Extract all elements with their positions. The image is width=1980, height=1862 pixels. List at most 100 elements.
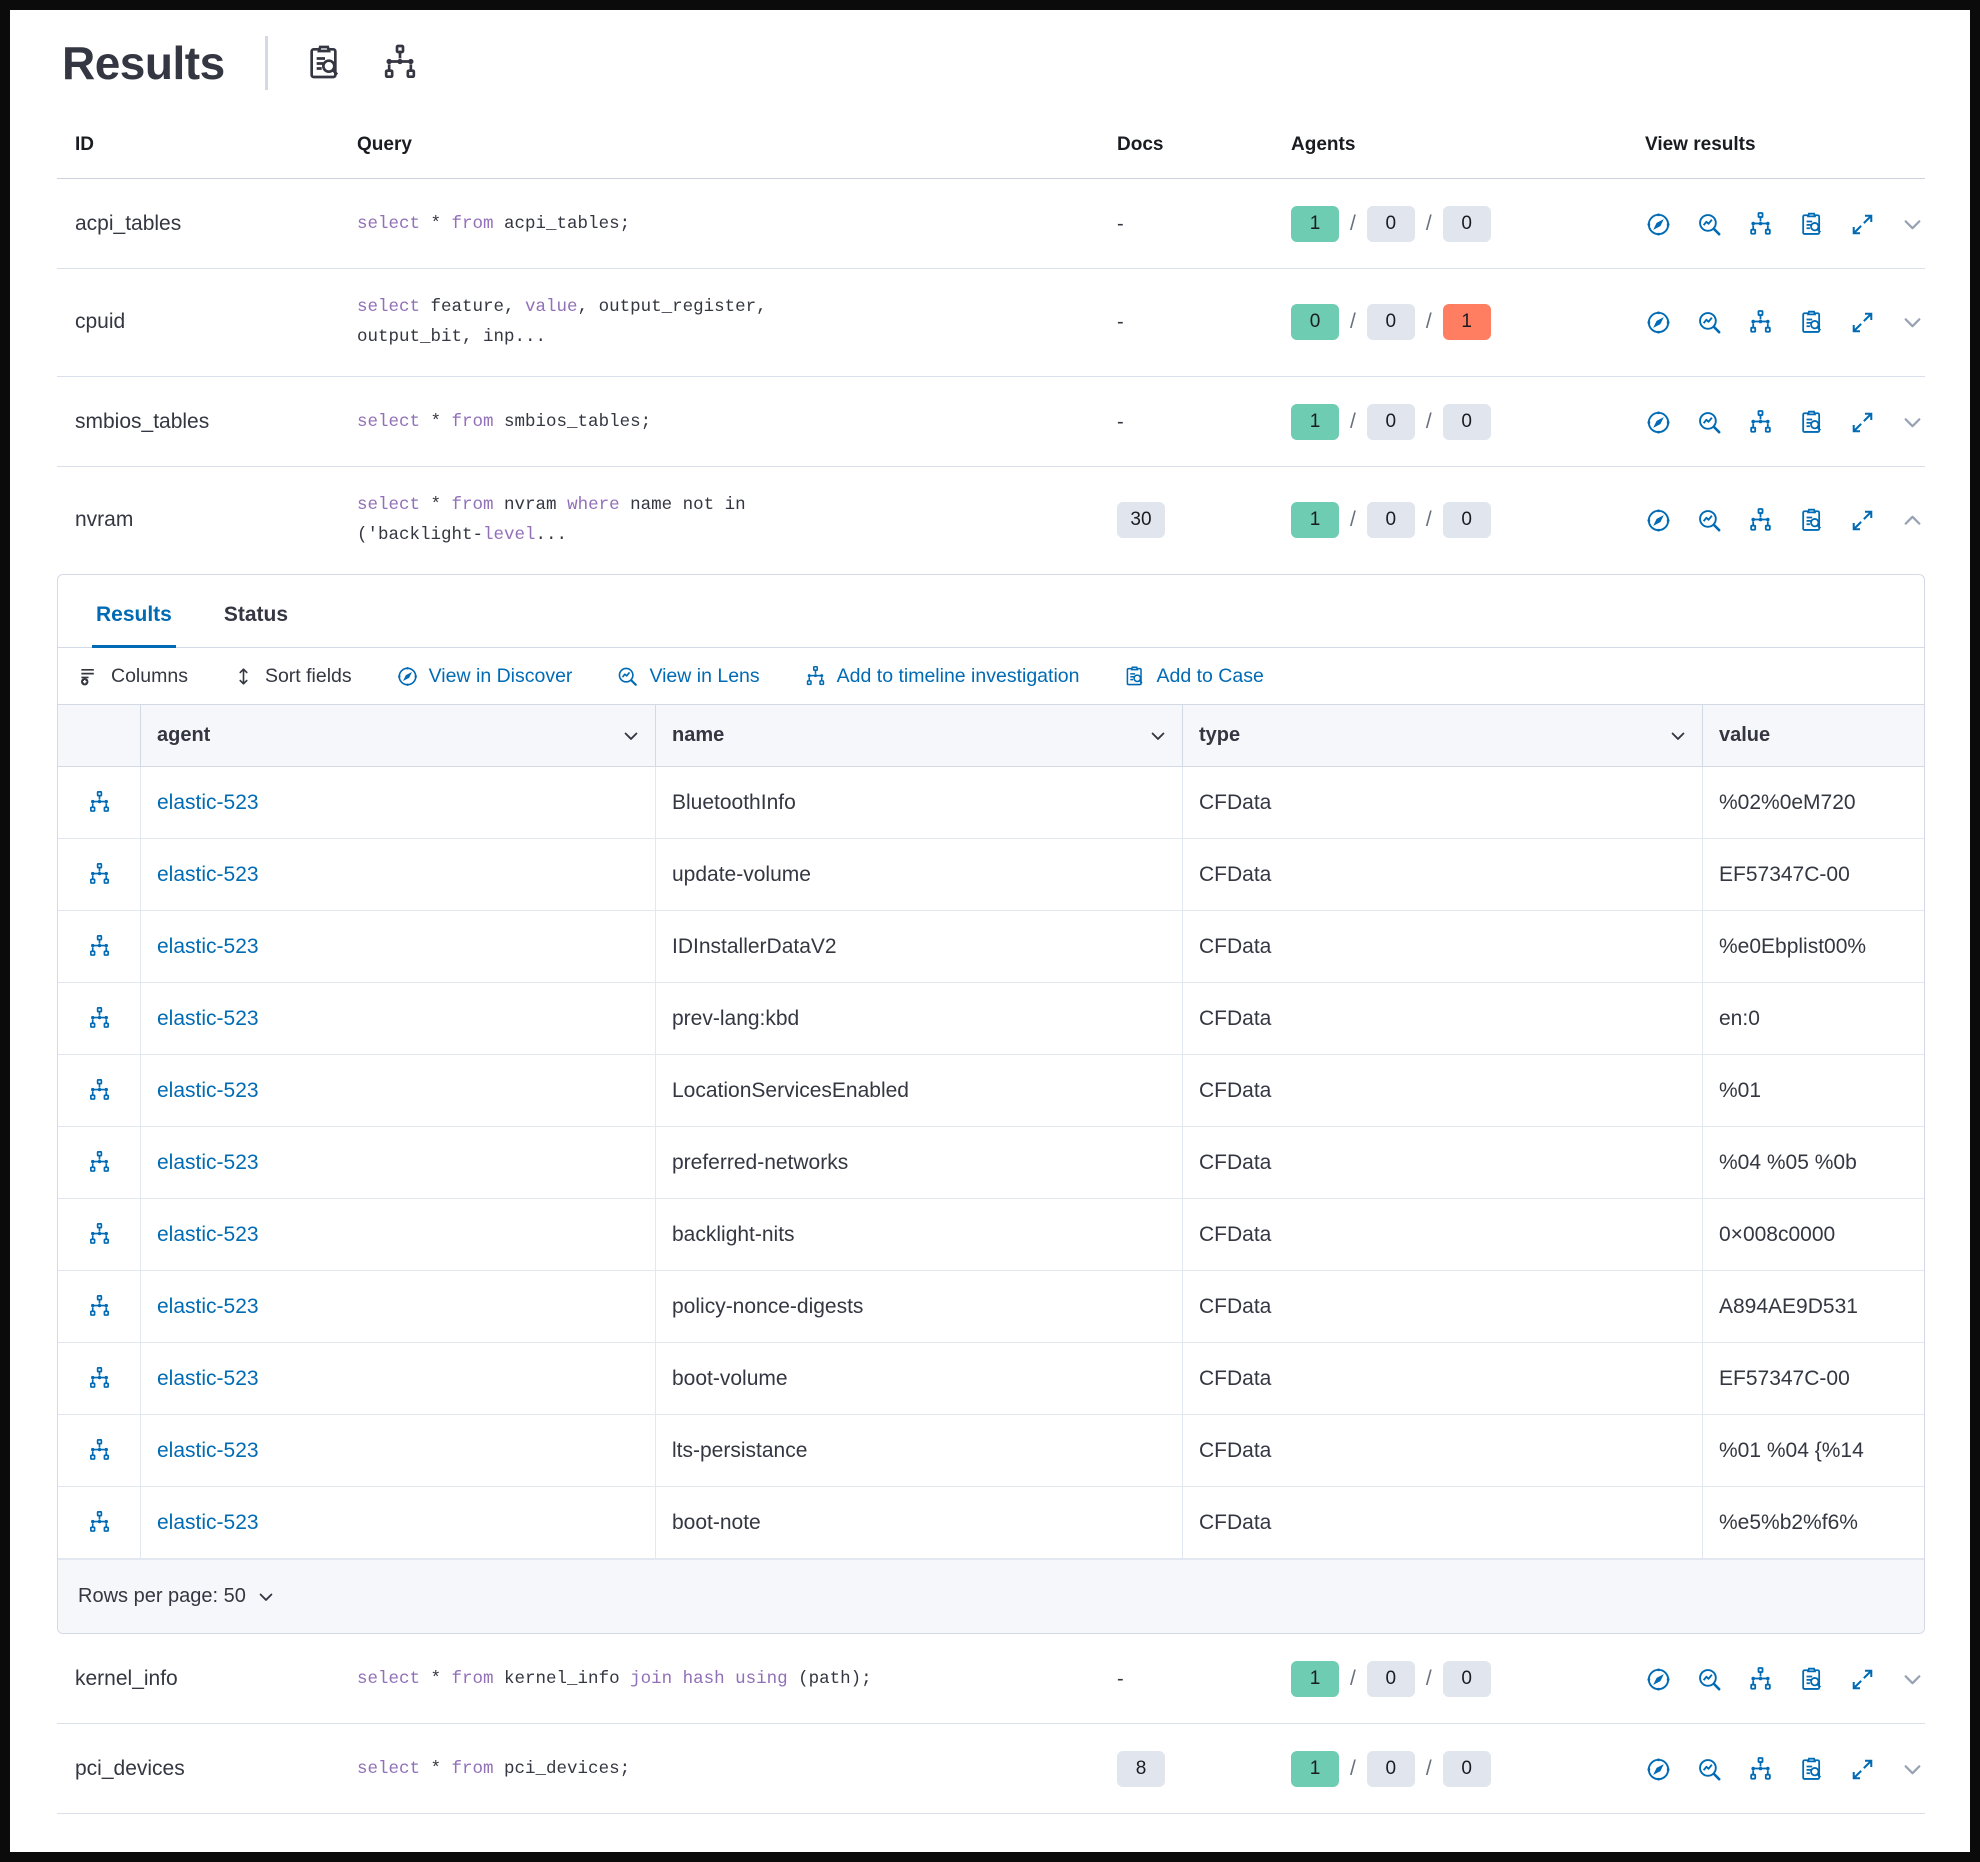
timeline-icon[interactable] xyxy=(1747,1756,1774,1783)
timeline-icon[interactable] xyxy=(1747,211,1774,238)
view-in-lens-label: View in Lens xyxy=(649,664,760,687)
badge-separator: / xyxy=(1350,410,1356,433)
add-to-case-icon[interactable] xyxy=(1798,1756,1825,1783)
view-in-lens-button[interactable]: View in Lens xyxy=(616,664,760,688)
rows-per-page[interactable]: Rows per page: 50 xyxy=(78,1585,246,1607)
lens-icon[interactable] xyxy=(1696,211,1723,238)
agent-link[interactable]: elastic-523 xyxy=(157,1222,259,1246)
value-cell: %01 %04 {%14 xyxy=(1719,1438,1864,1462)
add-to-timeline-icon[interactable] xyxy=(87,1510,112,1535)
row-actions xyxy=(58,839,141,910)
chevron-down-icon[interactable] xyxy=(1668,726,1688,746)
agent-link[interactable]: elastic-523 xyxy=(157,790,259,814)
timeline-icon[interactable] xyxy=(1747,507,1774,534)
agent-link[interactable]: elastic-523 xyxy=(157,862,259,886)
lens-icon[interactable] xyxy=(1696,409,1723,436)
lens-icon[interactable] xyxy=(1696,1756,1723,1783)
chevron-down-icon[interactable] xyxy=(1900,1757,1925,1782)
expand-icon[interactable] xyxy=(1849,409,1876,436)
timeline-icon[interactable] xyxy=(1747,1666,1774,1693)
grid-col-agent[interactable]: agent xyxy=(141,705,656,766)
add-to-timeline-button[interactable]: Add to timeline investigation xyxy=(804,665,1079,688)
tab-status[interactable]: Status xyxy=(223,603,289,626)
add-to-timeline-icon[interactable] xyxy=(87,1150,112,1175)
add-to-case-icon[interactable] xyxy=(1798,409,1825,436)
grid-col-value[interactable]: value xyxy=(1703,705,1924,766)
agent-count-badge-green: 0 xyxy=(1291,304,1339,340)
columns-button[interactable]: Columns xyxy=(78,665,188,688)
view-in-discover-button[interactable]: View in Discover xyxy=(396,664,573,688)
inspect-icon[interactable] xyxy=(304,43,344,83)
sql-keyword: using xyxy=(735,1669,788,1689)
docs-value: - xyxy=(1117,410,1124,433)
discover-icon[interactable] xyxy=(1645,1666,1672,1693)
chevron-down-icon[interactable] xyxy=(1900,410,1925,435)
add-to-timeline-icon[interactable] xyxy=(87,1006,112,1031)
add-to-case-icon[interactable] xyxy=(1798,309,1825,336)
add-to-timeline-icon[interactable] xyxy=(87,1294,112,1319)
row-actions xyxy=(58,1415,141,1486)
value-cell: %02%0eM720 xyxy=(1719,790,1856,814)
chevron-down-icon[interactable] xyxy=(1148,726,1168,746)
tab-results[interactable]: Results xyxy=(92,599,176,648)
add-to-case-button[interactable]: Add to Case xyxy=(1123,665,1264,688)
badge-separator: / xyxy=(1350,310,1356,333)
query-row-smbios-tables: smbios_tables select * from smbios_table… xyxy=(57,377,1925,467)
discover-icon[interactable] xyxy=(1645,309,1672,336)
chevron-up-icon[interactable] xyxy=(1900,508,1925,533)
agent-link[interactable]: elastic-523 xyxy=(157,1366,259,1390)
grid-col-type[interactable]: type xyxy=(1183,705,1703,766)
add-to-timeline-icon[interactable] xyxy=(87,790,112,815)
agent-link[interactable]: elastic-523 xyxy=(157,1438,259,1462)
expand-icon[interactable] xyxy=(1849,507,1876,534)
table-row: elastic-523 prev-lang:kbd CFData en:0 xyxy=(58,983,1924,1055)
add-to-case-icon[interactable] xyxy=(1798,211,1825,238)
view-in-discover-label: View in Discover xyxy=(428,664,573,687)
agent-link[interactable]: elastic-523 xyxy=(157,934,259,958)
pack-sitemap-icon[interactable] xyxy=(380,43,420,83)
discover-icon[interactable] xyxy=(1645,1756,1672,1783)
row-actions xyxy=(58,1343,141,1414)
add-to-timeline-icon[interactable] xyxy=(87,1078,112,1103)
expand-icon[interactable] xyxy=(1849,1756,1876,1783)
chevron-down-icon[interactable] xyxy=(621,726,641,746)
agent-cell: elastic-523 xyxy=(141,1415,656,1486)
sql-text xyxy=(725,1669,736,1689)
sort-fields-button[interactable]: Sort fields xyxy=(232,665,352,688)
add-to-case-icon[interactable] xyxy=(1798,1666,1825,1693)
chevron-down-icon[interactable] xyxy=(1900,1667,1925,1692)
add-to-timeline-icon[interactable] xyxy=(87,1438,112,1463)
docs-count: 30 xyxy=(1105,502,1285,538)
discover-icon[interactable] xyxy=(1645,507,1672,534)
add-to-timeline-icon[interactable] xyxy=(87,1366,112,1391)
add-to-timeline-icon[interactable] xyxy=(87,934,112,959)
agent-link[interactable]: elastic-523 xyxy=(157,1006,259,1030)
queries-table-header: ID Query Docs Agents View results xyxy=(57,108,1925,179)
chevron-down-icon[interactable] xyxy=(256,1587,276,1607)
lens-icon[interactable] xyxy=(1696,507,1723,534)
chevron-down-icon[interactable] xyxy=(1900,212,1925,237)
timeline-icon[interactable] xyxy=(1747,309,1774,336)
table-row: elastic-523 backlight-nits CFData 0×008c… xyxy=(58,1199,1924,1271)
discover-icon[interactable] xyxy=(1645,409,1672,436)
agent-link[interactable]: elastic-523 xyxy=(157,1078,259,1102)
add-to-timeline-icon[interactable] xyxy=(87,862,112,887)
lens-icon[interactable] xyxy=(1696,309,1723,336)
discover-icon[interactable] xyxy=(1645,211,1672,238)
lens-icon[interactable] xyxy=(1696,1666,1723,1693)
expand-icon[interactable] xyxy=(1849,309,1876,336)
expand-icon[interactable] xyxy=(1849,211,1876,238)
add-to-timeline-icon[interactable] xyxy=(87,1222,112,1247)
expand-icon[interactable] xyxy=(1849,1666,1876,1693)
chevron-down-icon[interactable] xyxy=(1900,310,1925,335)
row-actions xyxy=(58,1055,141,1126)
timeline-icon[interactable] xyxy=(1747,409,1774,436)
add-to-case-icon[interactable] xyxy=(1798,507,1825,534)
agent-link[interactable]: elastic-523 xyxy=(157,1294,259,1318)
sql-text: * xyxy=(420,412,452,432)
agent-link[interactable]: elastic-523 xyxy=(157,1150,259,1174)
grid-col-name[interactable]: name xyxy=(656,705,1183,766)
grid-toolbar: Columns Sort fields View in Discover Vie… xyxy=(58,648,1924,705)
agent-link[interactable]: elastic-523 xyxy=(157,1510,259,1534)
sql-keyword: from xyxy=(451,214,494,234)
